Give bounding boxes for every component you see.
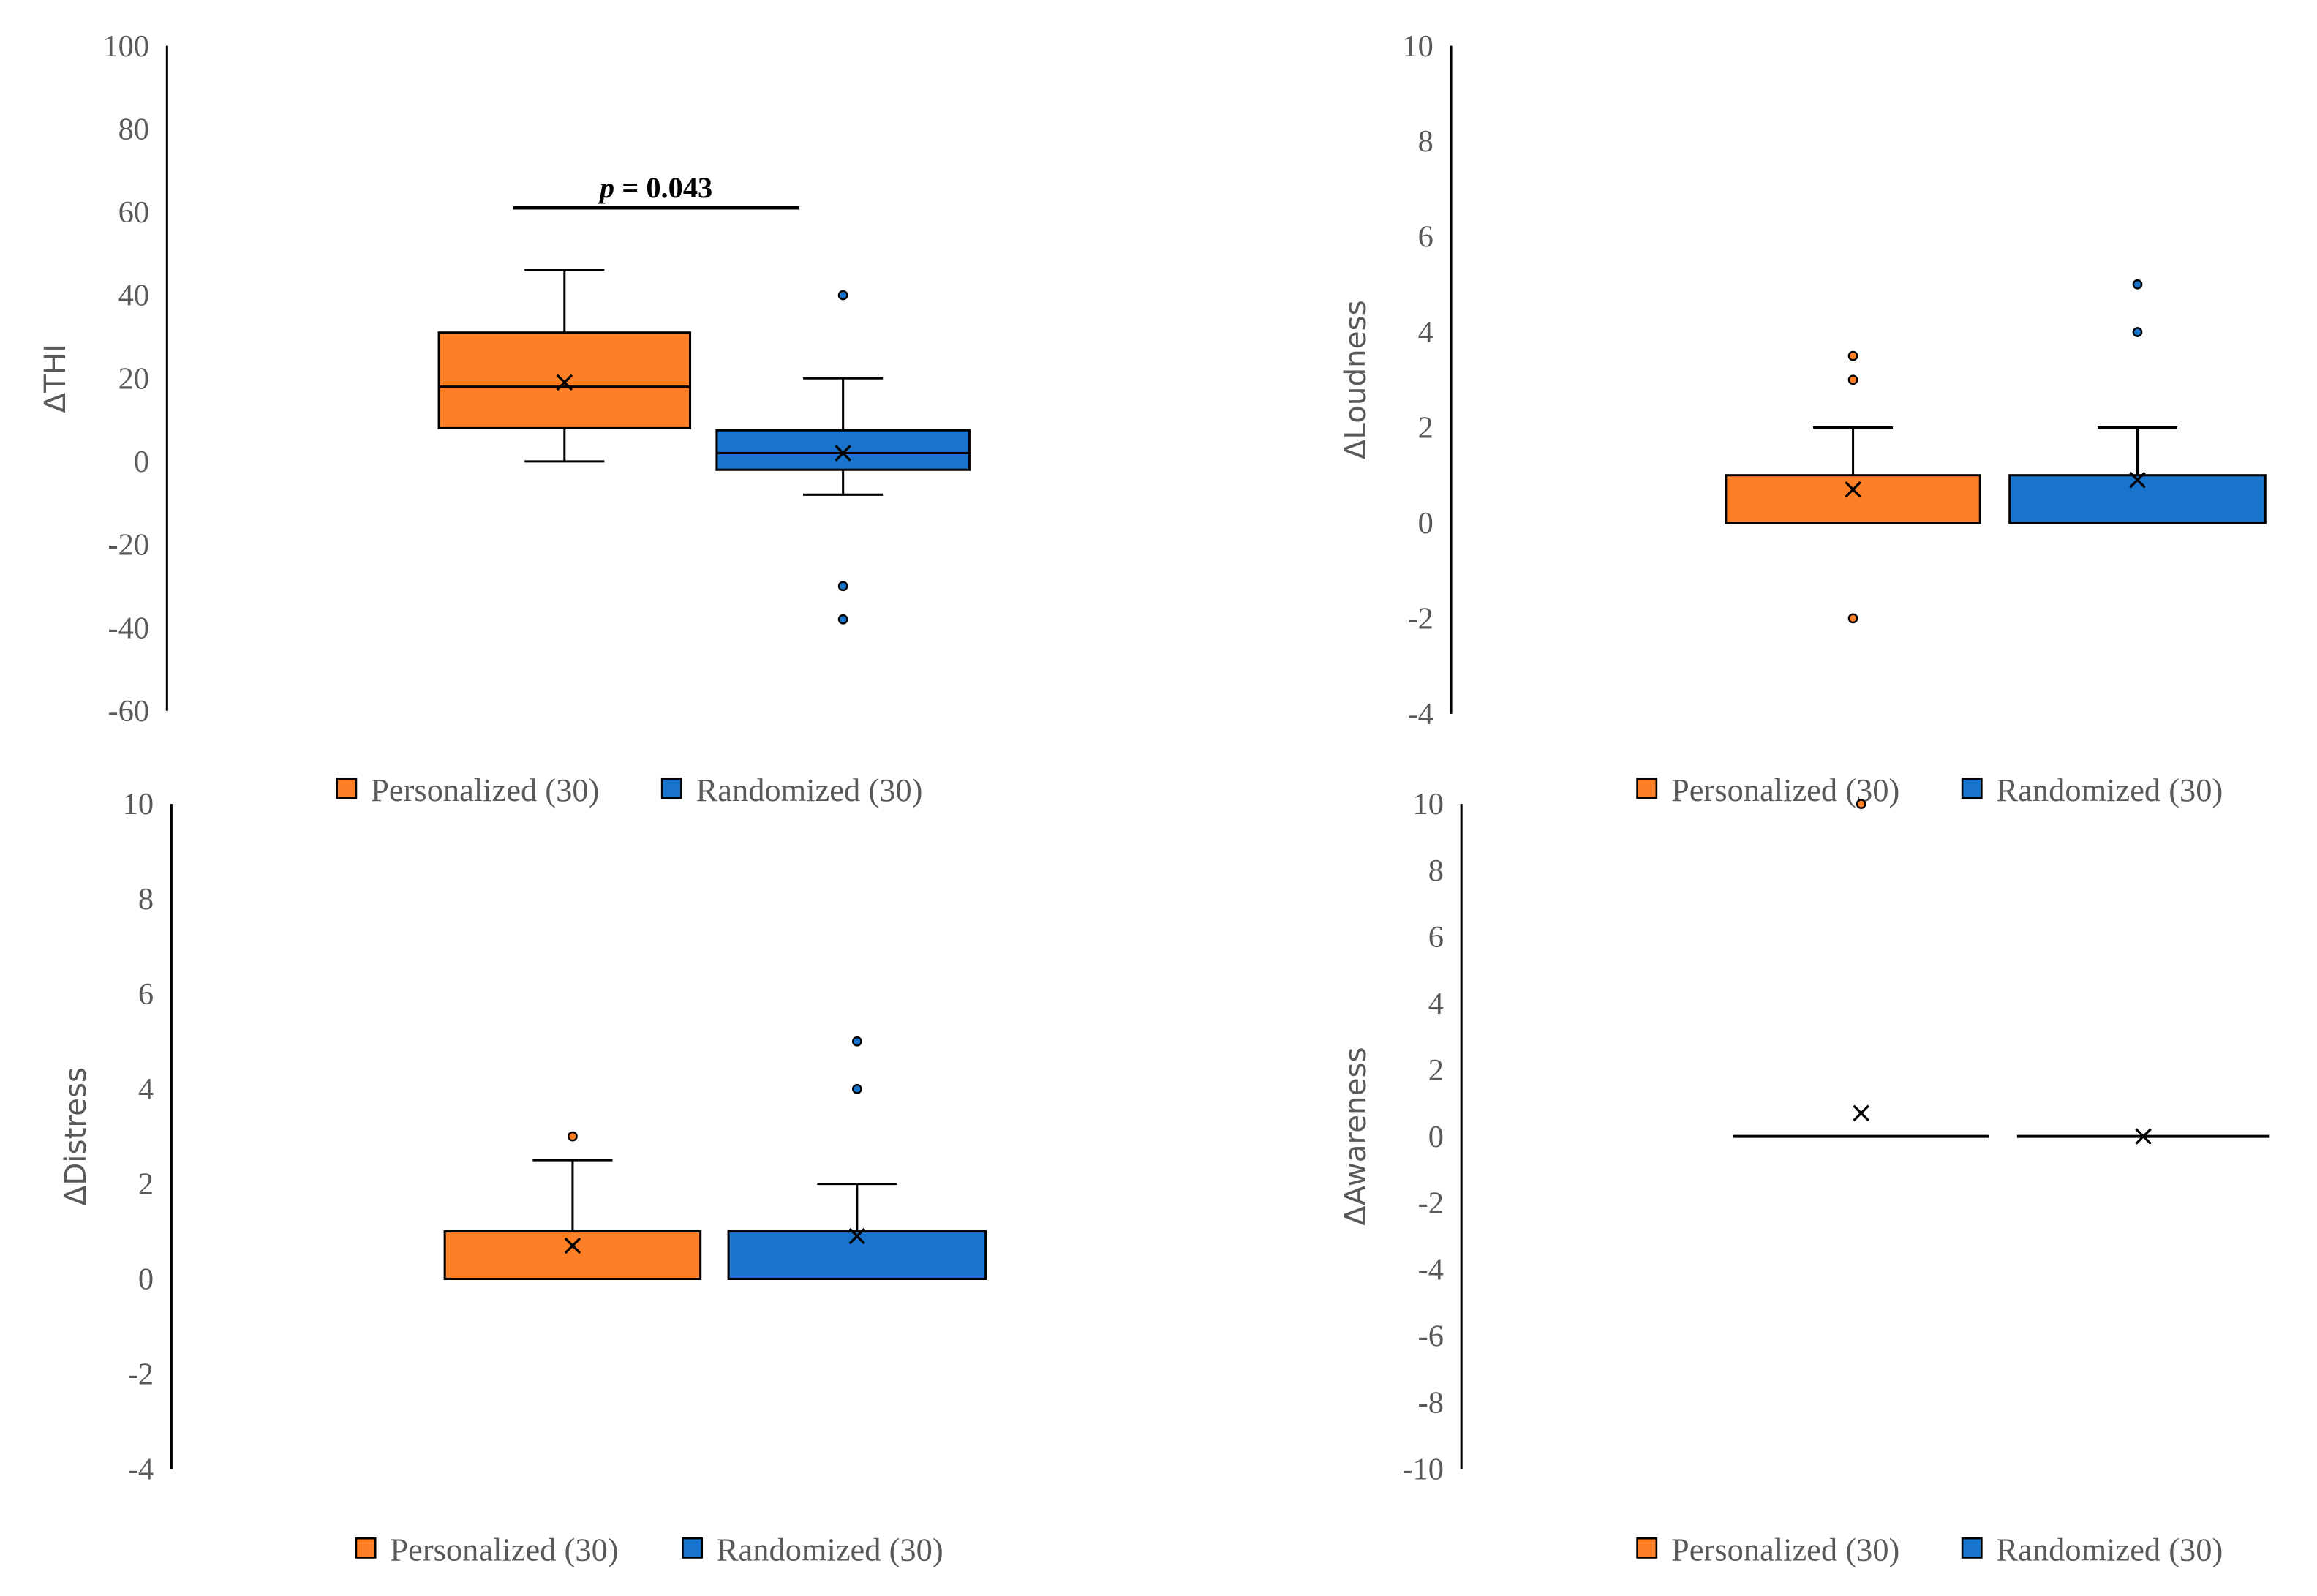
outlier-point [837,614,848,625]
y-tick-label: 60 [118,195,149,230]
y-tick-label: 10 [123,787,154,821]
outlier-point [837,290,848,301]
y-tick-label: 2 [1418,411,1433,445]
y-tick-label: -40 [108,611,150,645]
mean-marker [835,445,851,462]
box [715,429,971,471]
outlier-point [1847,350,1858,361]
box [2008,474,2267,524]
chart-panel-3: 10 8 6 4 2 0 -2 -4 ΔDistress Personalized (30) Ran… [58,787,987,1568]
mean-marker [2135,1128,2152,1145]
series-randomized [715,290,971,625]
legend-label: Randomized (30) [717,1532,943,1568]
series-personalized [443,1131,702,1281]
y-axis-label: ΔLoudness [1338,300,1373,459]
outlier-point [2132,279,2143,290]
y-tick-label: 0 [1428,1120,1444,1154]
mean-marker [564,1237,581,1254]
legend-swatch [660,778,682,799]
series-personalized [1733,799,1989,1138]
legend-label: Personalized (30) [390,1532,618,1568]
y-tick-label: -10 [1402,1452,1444,1486]
y-tick-label: -2 [128,1358,154,1392]
outlier-point [851,1083,862,1094]
legend-swatch [355,1537,377,1559]
y-tick-label: 8 [1428,854,1444,888]
outlier-point [837,581,848,592]
y-axis-label: ΔAwareness [1338,1047,1373,1226]
box [437,331,692,429]
y-tick-label: 2 [138,1167,154,1202]
y-tick-label: -60 [108,694,150,729]
y-tick-label: 4 [138,1072,154,1107]
chart-panel-1: 100 80 60 40 20 0 -20 -40 -60 ΔTHI Personalized (3… [37,29,971,808]
outlier-point [2132,327,2143,337]
p-value-label: p = 0.043 [598,171,712,204]
legend-swatch [1961,778,1983,799]
mean-marker [1845,481,1861,498]
legend-label: Randomized (30) [1997,1532,2223,1568]
y-tick-label: -2 [1418,1186,1444,1221]
box [443,1230,702,1281]
outlier-point [851,1036,862,1047]
y-tick-label: 0 [134,445,149,479]
y-tick-label: -20 [108,528,150,562]
y-tick-label: -2 [1407,602,1433,636]
box [1725,474,1981,524]
y-tick-label: 4 [1428,987,1444,1021]
legend-label: Randomized (30) [1997,772,2223,808]
legend-label: Personalized (30) [1671,1532,1899,1568]
y-tick-label: 4 [1418,315,1433,350]
y-tick-label: 8 [1418,124,1433,159]
box [727,1230,987,1281]
legend-label: Randomized (30) [696,772,923,808]
y-tick-label: -8 [1418,1385,1444,1420]
series-randomized [727,1036,987,1281]
series-personalized [1725,350,1981,624]
mean-marker [848,1227,866,1245]
y-tick-label: 20 [118,361,149,396]
y-tick-label: 8 [138,882,154,916]
legend-swatch [682,1537,704,1559]
legend-swatch [1636,778,1658,799]
outlier-point [1856,799,1866,809]
p-value: = 0.043 [614,171,712,204]
mean-marker [1853,1104,1869,1122]
y-tick-label: 10 [1402,29,1433,64]
y-tick-label: 100 [102,29,149,64]
y-tick-label: -6 [1418,1320,1444,1354]
p-symbol: p [598,171,614,204]
y-tick-label: -4 [1407,697,1433,731]
chart-panel-4: 10 8 6 4 2 0 -2 -4 -6 -8 -10 ΔAwareness Personalized… [1338,787,2270,1568]
y-tick-label: 6 [1418,220,1433,255]
y-axis-label: ΔDistress [58,1067,93,1206]
y-tick-label: 6 [138,977,154,1012]
y-tick-label: 40 [118,279,149,313]
y-tick-label: 2 [1428,1053,1444,1088]
y-tick-label: 80 [118,112,149,146]
y-tick-label: 0 [138,1262,154,1297]
outlier-point [1847,613,1858,624]
legend-label: Personalized (30) [371,772,599,808]
y-tick-label: -4 [1418,1253,1444,1287]
legend-swatch [336,778,358,799]
series-personalized [437,268,692,463]
legend-swatch [1636,1537,1658,1559]
series-randomized [2016,1128,2270,1145]
mean-marker [2129,471,2146,489]
y-tick-label: 6 [1428,920,1444,955]
y-tick-label: 10 [1413,787,1444,821]
y-tick-label: -4 [128,1452,154,1486]
series-randomized [2008,279,2267,524]
outlier-point [1847,374,1858,385]
legend-swatch [1961,1537,1983,1559]
mean-marker [556,374,573,391]
y-axis-label: ΔTHI [37,344,72,413]
y-tick-label: 0 [1418,506,1433,541]
outlier-point [568,1131,578,1142]
